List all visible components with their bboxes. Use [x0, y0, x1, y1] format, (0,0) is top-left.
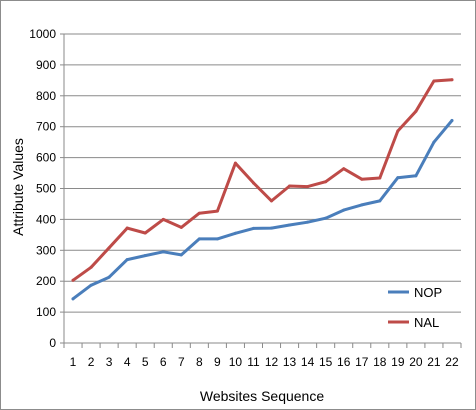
data-point-nal [197, 211, 201, 215]
x-tick-label: 3 [106, 355, 113, 369]
x-tick-label: 13 [283, 355, 297, 369]
x-tick-label: 15 [319, 355, 333, 369]
data-point-nop [89, 283, 93, 287]
x-tick-label: 19 [391, 355, 405, 369]
y-tick-label: 0 [49, 336, 56, 350]
data-point-nop [342, 208, 346, 212]
y-tick-label: 500 [36, 182, 56, 196]
legend: NOP NAL [388, 285, 442, 330]
x-tick-label: 2 [88, 355, 95, 369]
data-point-nal [288, 184, 292, 188]
y-tick-label: 700 [36, 120, 56, 134]
data-point-nal [450, 78, 454, 82]
data-point-nal [233, 161, 237, 165]
y-axis-title: Attribute Values [10, 138, 26, 236]
x-tick-label: 8 [196, 355, 203, 369]
x-tick-label: 14 [301, 355, 315, 369]
y-tick-label: 1000 [29, 27, 56, 41]
series-layer [71, 78, 454, 301]
x-tick-label: 20 [409, 355, 423, 369]
legend-label-nal: NAL [414, 315, 439, 330]
y-tick-label: 400 [36, 212, 56, 226]
x-tick-label: 18 [373, 355, 387, 369]
data-point-nal [251, 181, 255, 185]
data-point-nop [270, 226, 274, 230]
series-line-nop [71, 119, 454, 301]
data-point-nal [414, 109, 418, 113]
data-point-nop [432, 140, 436, 144]
data-point-nal [270, 199, 274, 203]
data-point-nop [396, 176, 400, 180]
data-point-nal [215, 209, 219, 213]
x-tick-label: 1 [70, 355, 77, 369]
data-point-nop [161, 250, 165, 254]
data-point-nop [143, 254, 147, 258]
data-point-nop [215, 237, 219, 241]
data-point-nop [71, 297, 75, 301]
data-point-nop [233, 231, 237, 235]
data-point-nal [360, 177, 364, 181]
data-point-nop [125, 258, 129, 262]
x-tick-label: 4 [124, 355, 131, 369]
data-point-nop [288, 223, 292, 227]
x-tick-label: 9 [214, 355, 221, 369]
x-tick-label: 12 [265, 355, 279, 369]
data-point-nal [342, 167, 346, 171]
data-point-nal [143, 231, 147, 235]
x-tick-label: 11 [247, 355, 260, 369]
data-point-nop [107, 275, 111, 279]
data-point-nop [360, 203, 364, 207]
x-tick-label: 10 [229, 355, 243, 369]
data-point-nal [161, 217, 165, 221]
data-point-nop [179, 253, 183, 257]
x-axis-title: Websites Sequence [200, 388, 324, 404]
x-tick-label: 16 [337, 355, 351, 369]
y-tick-label: 600 [36, 151, 56, 165]
series-line-nal [71, 78, 454, 282]
data-point-nal [432, 79, 436, 83]
data-point-nal [125, 226, 129, 230]
y-tick-label: 100 [36, 305, 56, 319]
legend-label-nop: NOP [414, 285, 442, 300]
data-point-nop [324, 216, 328, 220]
x-tick-label: 7 [178, 355, 185, 369]
y-tick-label: 300 [36, 243, 56, 257]
y-tick-label: 200 [36, 274, 56, 288]
data-point-nop [414, 174, 418, 178]
y-tick-label: 800 [36, 89, 56, 103]
grid-layer [64, 33, 461, 313]
data-point-nal [89, 265, 93, 269]
data-point-nop [378, 199, 382, 203]
x-tick-label: 17 [355, 355, 369, 369]
data-point-nal [179, 225, 183, 229]
data-point-nal [324, 180, 328, 184]
x-tick-label: 22 [445, 355, 459, 369]
data-point-nop [450, 119, 454, 123]
data-point-nop [197, 237, 201, 241]
x-tick-label: 21 [427, 355, 441, 369]
data-point-nal [306, 185, 310, 189]
data-point-nal [396, 129, 400, 133]
x-tick-label: 6 [160, 355, 167, 369]
data-point-nal [378, 176, 382, 180]
x-tick-label: 5 [142, 355, 149, 369]
data-point-nop [306, 220, 310, 224]
data-point-nop [251, 226, 255, 230]
data-point-nal [107, 246, 111, 250]
data-point-nal [71, 278, 75, 282]
y-tick-label: 900 [36, 58, 56, 72]
